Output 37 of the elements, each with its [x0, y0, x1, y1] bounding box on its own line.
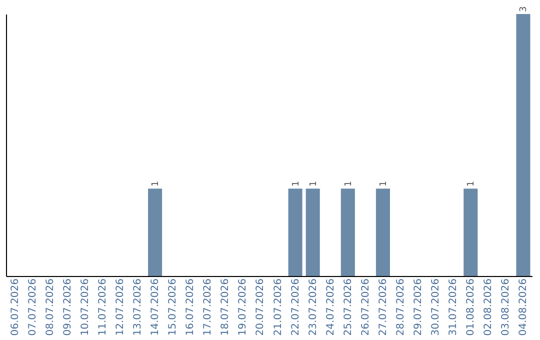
x-tick-label: 10.07.2026: [80, 278, 91, 336]
x-tick-label: 01.08.2026: [466, 278, 477, 336]
x-tick-label: 09.07.2026: [62, 278, 74, 336]
x-tick-label: 14.07.2026: [150, 278, 162, 336]
x-tick-label: 23.07.2026: [308, 278, 319, 336]
x-tick-label: 25.07.2026: [342, 278, 354, 336]
x-tick-label: 19.07.2026: [238, 278, 249, 336]
x-tick-label: 15.07.2026: [168, 278, 179, 336]
data-label: 1: [308, 180, 319, 187]
x-tick-label: 13.07.2026: [132, 278, 144, 336]
data-label: 1: [378, 180, 389, 187]
x-tick-label: 12.07.2026: [114, 278, 126, 336]
x-tick-label: 04.08.2026: [518, 278, 530, 336]
x-tick-label: 28.07.2026: [396, 278, 406, 336]
x-tick-label: 22.07.2026: [290, 278, 302, 336]
x-tick-label: 07.07.2026: [27, 278, 38, 336]
x-tick-label: 29.07.2026: [413, 278, 424, 336]
x-tick-label: 27.07.2026: [378, 278, 389, 336]
x-tick-label: 02.08.2026: [483, 278, 494, 336]
data-label: 3: [519, 6, 530, 12]
x-tick-label: 18.07.2026: [220, 278, 232, 336]
x-tick-label: 24.07.2026: [325, 278, 336, 336]
x-tick-label: 31.07.2026: [448, 278, 460, 336]
data-label: 1: [291, 180, 302, 187]
data-label: 1: [151, 180, 162, 187]
x-tick-label: 20.07.2026: [255, 278, 266, 336]
x-tick-label: 11.07.2026: [97, 278, 108, 336]
x-tick-label: 21.07.2026: [272, 278, 284, 336]
x-tick-label: 26.07.2026: [360, 278, 372, 336]
data-label: 1: [466, 180, 477, 187]
x-tick-label: 30.07.2026: [430, 278, 442, 336]
x-tick-label: 16.07.2026: [185, 278, 196, 336]
x-tick-label: 06.07.2026: [10, 278, 21, 336]
data-label: 1: [344, 180, 354, 187]
x-tick-label: 17.07.2026: [202, 278, 214, 336]
x-tick-label: 08.07.2026: [44, 278, 56, 336]
x-tick-label: 03.08.2026: [500, 278, 512, 336]
